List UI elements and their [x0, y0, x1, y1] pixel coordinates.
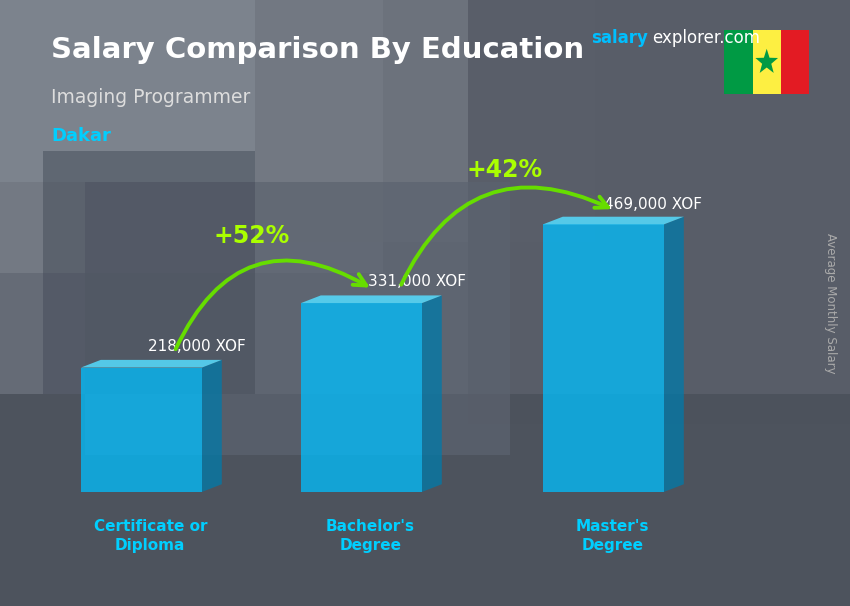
Bar [0, 0, 255, 182]
Polygon shape [422, 296, 442, 492]
Text: 469,000 XOF: 469,000 XOF [604, 196, 702, 211]
Text: +42%: +42% [467, 158, 542, 182]
Text: Certificate or
Diploma: Certificate or Diploma [94, 519, 207, 553]
Bar [0, 394, 850, 606]
Text: salary: salary [591, 29, 648, 47]
Polygon shape [202, 360, 222, 492]
Bar [301, 303, 422, 492]
Text: Salary Comparison By Education: Salary Comparison By Education [51, 36, 584, 64]
Bar [85, 182, 510, 454]
Polygon shape [81, 360, 222, 367]
Text: 331,000 XOF: 331,000 XOF [367, 274, 466, 289]
Text: explorer.com: explorer.com [652, 29, 760, 47]
Text: 218,000 XOF: 218,000 XOF [148, 339, 246, 353]
Text: Master's
Degree: Master's Degree [575, 519, 649, 553]
Text: Bachelor's
Degree: Bachelor's Degree [326, 519, 415, 553]
Text: Average Monthly Salary: Average Monthly Salary [824, 233, 837, 373]
Bar [543, 224, 664, 492]
Text: +52%: +52% [213, 224, 290, 248]
Bar [752, 30, 781, 94]
Bar [255, 0, 595, 242]
Text: Dakar: Dakar [51, 127, 110, 145]
Bar [81, 367, 202, 492]
Bar [42, 152, 255, 394]
Bar [781, 30, 809, 94]
Polygon shape [543, 217, 683, 224]
FancyArrowPatch shape [401, 187, 608, 285]
FancyArrowPatch shape [176, 261, 366, 349]
Bar [724, 30, 752, 94]
Bar [0, 0, 382, 273]
Polygon shape [301, 296, 442, 303]
Bar [468, 0, 850, 424]
Polygon shape [664, 217, 683, 492]
Polygon shape [756, 48, 778, 73]
Text: Imaging Programmer: Imaging Programmer [51, 88, 251, 107]
